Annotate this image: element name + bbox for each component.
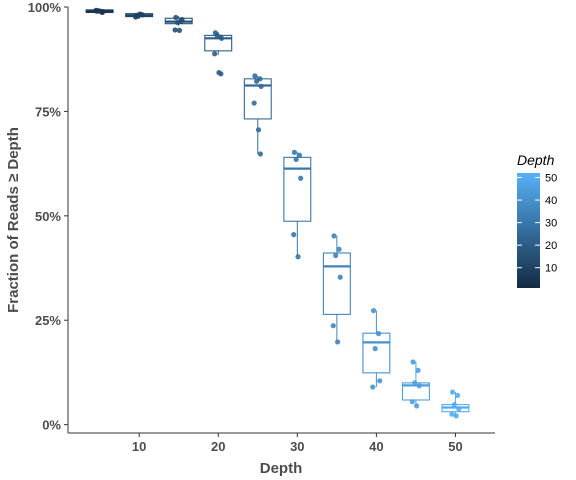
box-depth-25 <box>243 73 272 157</box>
box-iqr <box>322 252 351 315</box>
data-point <box>93 7 99 13</box>
data-point <box>178 18 184 24</box>
x-tick-label: 30 <box>290 439 304 454</box>
box-depth-30 <box>283 149 312 260</box>
box-depth-5 <box>85 7 114 16</box>
legend-colorbar <box>517 173 540 288</box>
data-point <box>132 14 139 20</box>
legend-tick-label: 50 <box>545 173 557 185</box>
data-point <box>415 367 421 373</box>
x-axis-ticks: 10 20 30 40 50 <box>132 433 463 454</box>
x-axis-title: Depth <box>260 460 303 477</box>
data-point <box>257 151 264 157</box>
data-point <box>296 152 303 158</box>
data-point <box>251 100 257 106</box>
box-depth-50 <box>441 389 470 419</box>
legend-tick-label: 40 <box>545 195 557 207</box>
x-tick-label: 40 <box>369 439 383 454</box>
data-point <box>377 378 383 384</box>
box-depth-15 <box>164 14 193 33</box>
data-point <box>218 71 224 77</box>
data-point <box>370 384 376 390</box>
y-tick-label: 0% <box>42 418 61 433</box>
x-tick-label: 20 <box>211 439 225 454</box>
legend: Depth 10 20 30 40 50 <box>517 152 557 288</box>
data-point <box>99 9 105 16</box>
x-tick-label: 10 <box>132 439 146 454</box>
data-point <box>258 83 264 89</box>
data-point <box>253 78 260 84</box>
box-depth-20 <box>204 30 233 77</box>
data-point <box>298 175 304 181</box>
y-tick-label: 75% <box>35 104 61 119</box>
legend-tick-label: 20 <box>545 240 557 252</box>
data-point <box>333 252 339 259</box>
data-point <box>334 339 341 345</box>
data-point <box>375 331 382 337</box>
data-point <box>414 403 420 409</box>
data-point <box>173 14 179 21</box>
y-tick-label: 50% <box>35 209 61 224</box>
box-depth-35 <box>322 233 351 345</box>
data-point <box>336 246 342 252</box>
box-depth-40 <box>362 308 391 390</box>
data-point <box>337 274 343 280</box>
data-point <box>330 323 336 329</box>
data-point <box>291 232 297 238</box>
box-depth-45 <box>401 359 430 409</box>
data-point <box>455 392 461 399</box>
data-point <box>255 127 262 133</box>
y-axis-title: Fraction of Reads ≥ Depth <box>5 127 22 313</box>
data-point <box>412 380 418 386</box>
y-axis-ticks: 0% 25% 50% 75% 100% <box>28 0 68 433</box>
data-point <box>449 389 456 395</box>
box-iqr <box>283 156 312 222</box>
box-depth-10 <box>125 11 154 20</box>
legend-ticks: 10 20 30 40 50 <box>517 173 557 275</box>
data-point <box>451 402 457 408</box>
data-point <box>291 149 298 155</box>
legend-tick-label: 30 <box>545 218 557 230</box>
data-point <box>252 73 258 79</box>
data-point <box>453 413 459 419</box>
data-point <box>214 32 220 39</box>
data-point <box>409 399 415 405</box>
legend-title: Depth <box>517 152 555 168</box>
data-point <box>293 156 299 163</box>
data-point <box>331 233 337 239</box>
data-point <box>137 11 143 17</box>
plot-area <box>85 7 470 419</box>
data-point <box>219 35 225 41</box>
y-tick-label: 100% <box>28 0 62 15</box>
data-point <box>449 411 455 417</box>
data-point <box>372 346 378 352</box>
data-point <box>370 308 377 314</box>
data-point <box>416 383 422 389</box>
y-tick-label: 25% <box>35 313 61 328</box>
data-point <box>295 254 301 260</box>
data-point <box>176 27 183 33</box>
data-point <box>456 406 462 412</box>
legend-tick-label: 10 <box>545 263 557 275</box>
box-iqr <box>362 332 391 374</box>
data-point <box>172 27 178 33</box>
data-point <box>212 51 218 57</box>
data-point <box>410 359 416 365</box>
x-tick-label: 50 <box>448 439 462 454</box>
